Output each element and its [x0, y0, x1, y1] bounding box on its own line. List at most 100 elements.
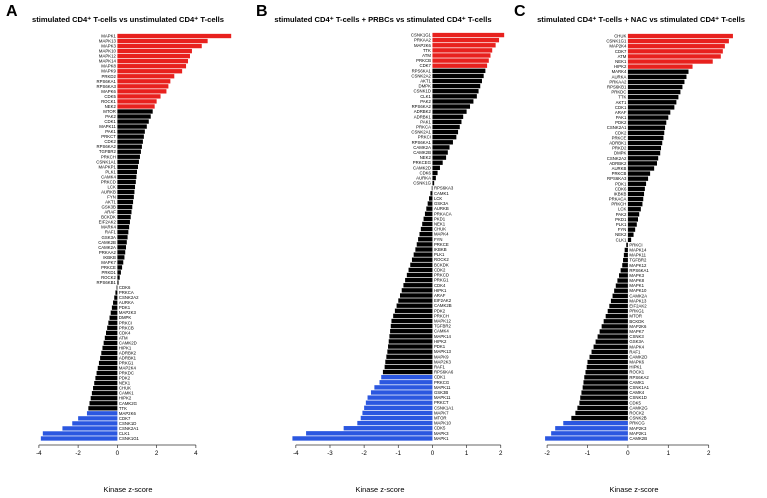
- kinase-label: MAP2K3: [434, 359, 452, 364]
- kinase-label: PKD1: [434, 216, 446, 221]
- bar-pdk1: [111, 305, 118, 310]
- bar-ikbkb: [415, 247, 433, 252]
- bar-gsk3a: [427, 201, 433, 206]
- x-tick-label: -3: [327, 450, 333, 457]
- bar-tgfbr2: [117, 149, 141, 154]
- kinase-label: MAPK13: [434, 349, 452, 354]
- bar-rps6ka2: [584, 375, 628, 380]
- bar-prkceg: [432, 160, 443, 165]
- kinase-label: PRKAA2: [99, 250, 117, 255]
- kinase-label: CHUK: [119, 386, 131, 391]
- bar-camk1: [91, 391, 118, 396]
- kinase-label: DMPK: [119, 315, 132, 320]
- kinase-label: CAMK2D: [629, 354, 647, 359]
- kinase-label: RPS6KB1: [607, 84, 627, 89]
- kinase-label: CSNK1G: [413, 181, 431, 186]
- bar-lck: [627, 207, 641, 212]
- bar-prkcb: [432, 58, 489, 63]
- panel-c: C stimulated CD4⁺ T-cells + NAC vs stimu…: [514, 3, 745, 494]
- bar-map2k6: [432, 43, 496, 48]
- bar-nek1: [94, 380, 118, 386]
- kinase-label: PRKCD: [434, 273, 449, 278]
- bar-pak1: [627, 115, 669, 120]
- kinase-label: CDK5: [104, 94, 116, 99]
- kinase-label: PRKDC: [119, 371, 134, 376]
- kinase-label: CDK2: [434, 267, 446, 272]
- kinase-label: TTK: [423, 48, 431, 53]
- panel-a-xlabel: Kinase z-score: [104, 485, 153, 494]
- kinase-label: ADRBK1: [414, 114, 432, 119]
- kinase-label: CAMK2D: [413, 165, 431, 170]
- kinase-label: GSK3B: [434, 390, 448, 395]
- kinase-label: PRKCE: [612, 135, 627, 140]
- bar-araf: [627, 110, 671, 115]
- kinase-label: RAF1: [629, 349, 641, 354]
- bar-pdk2: [627, 120, 667, 125]
- bar-adrbk2: [627, 161, 657, 166]
- bar-aurka: [627, 74, 687, 79]
- bar-cdk4: [106, 330, 118, 335]
- bar-camk4: [117, 174, 137, 180]
- bar-mapk14: [389, 334, 433, 339]
- x-tick-label: -4: [293, 450, 299, 457]
- kinase-label: RPS6KA2: [97, 144, 117, 149]
- kinase-label: MAPK4: [629, 344, 644, 349]
- kinase-label: PRKAA2: [609, 79, 627, 84]
- kinase-label: NEK2: [615, 232, 627, 237]
- kinase-label: PRKCT: [101, 134, 116, 139]
- kinase-label: CSNK1A1: [434, 405, 454, 410]
- kinase-label: ADRBK2: [609, 161, 627, 166]
- bar-pak2: [432, 99, 474, 104]
- kinase-label: RPS6KA1: [629, 268, 649, 273]
- bar-csnk1d: [72, 421, 118, 426]
- kinase-label: PDK2: [119, 376, 131, 381]
- bar-cdk4: [403, 283, 433, 288]
- bar-rps6ka1: [620, 268, 628, 273]
- bar-ttk: [627, 94, 679, 100]
- bar-mapk13: [610, 298, 628, 304]
- kinase-label: PRKG1: [119, 361, 134, 366]
- bar-ttk: [88, 406, 118, 411]
- bar-hipk2: [90, 396, 118, 401]
- bar-cdk6: [116, 285, 118, 290]
- kinase-label: TTK: [119, 406, 127, 411]
- kinase-label: MAPK12: [99, 54, 117, 59]
- kinase-label: MAPK11: [99, 124, 116, 129]
- kinase-label: CLK1: [420, 94, 431, 99]
- panel-c-axis: -2 -1 0 1 2: [544, 444, 711, 457]
- kinase-label: MARK4: [101, 225, 116, 230]
- bar-mapk8: [117, 64, 187, 69]
- kinase-label: MAPK4: [434, 232, 449, 237]
- bar-chuk: [627, 33, 733, 39]
- bar-camk2b: [396, 303, 433, 308]
- kinase-label: CSNK1G1: [119, 436, 140, 441]
- kinase-label: MAP2K6: [629, 324, 647, 329]
- bar-prkaa2: [627, 79, 685, 85]
- panel-a-title: stimulated CD4⁺ T-cells vs unstimulated …: [32, 15, 224, 24]
- kinase-label: PDK2: [615, 120, 627, 125]
- kinase-label: MAPK6: [101, 89, 116, 94]
- bar-pdk2: [394, 308, 433, 313]
- x-tick-label: 2: [155, 450, 159, 457]
- bar-akt1: [432, 78, 482, 84]
- bar-map2k6: [86, 411, 118, 416]
- kinase-label: IKBKB: [434, 247, 447, 252]
- kinase-label: MAPK7: [101, 260, 116, 265]
- kinase-label: RPS6KA1: [412, 68, 432, 73]
- bar-mapk3: [306, 431, 433, 436]
- bar-mapk4: [593, 344, 628, 349]
- kinase-label: CSNK1A1: [629, 385, 649, 390]
- bar-csnk2a2: [627, 156, 659, 161]
- bar-hipk1: [102, 345, 118, 351]
- bar-mapk11: [623, 252, 628, 258]
- bar-prkaca: [424, 211, 433, 216]
- bar-prkct: [117, 134, 144, 139]
- kinase-label: CHUK: [434, 227, 446, 232]
- bar-rock2: [411, 257, 433, 262]
- kinase-label: CDK6: [119, 285, 131, 290]
- bar-csnk1a1: [117, 159, 139, 164]
- bar-prkg1: [98, 360, 118, 366]
- bar-pdk2: [95, 375, 118, 381]
- kinase-label: AURKA: [119, 300, 134, 305]
